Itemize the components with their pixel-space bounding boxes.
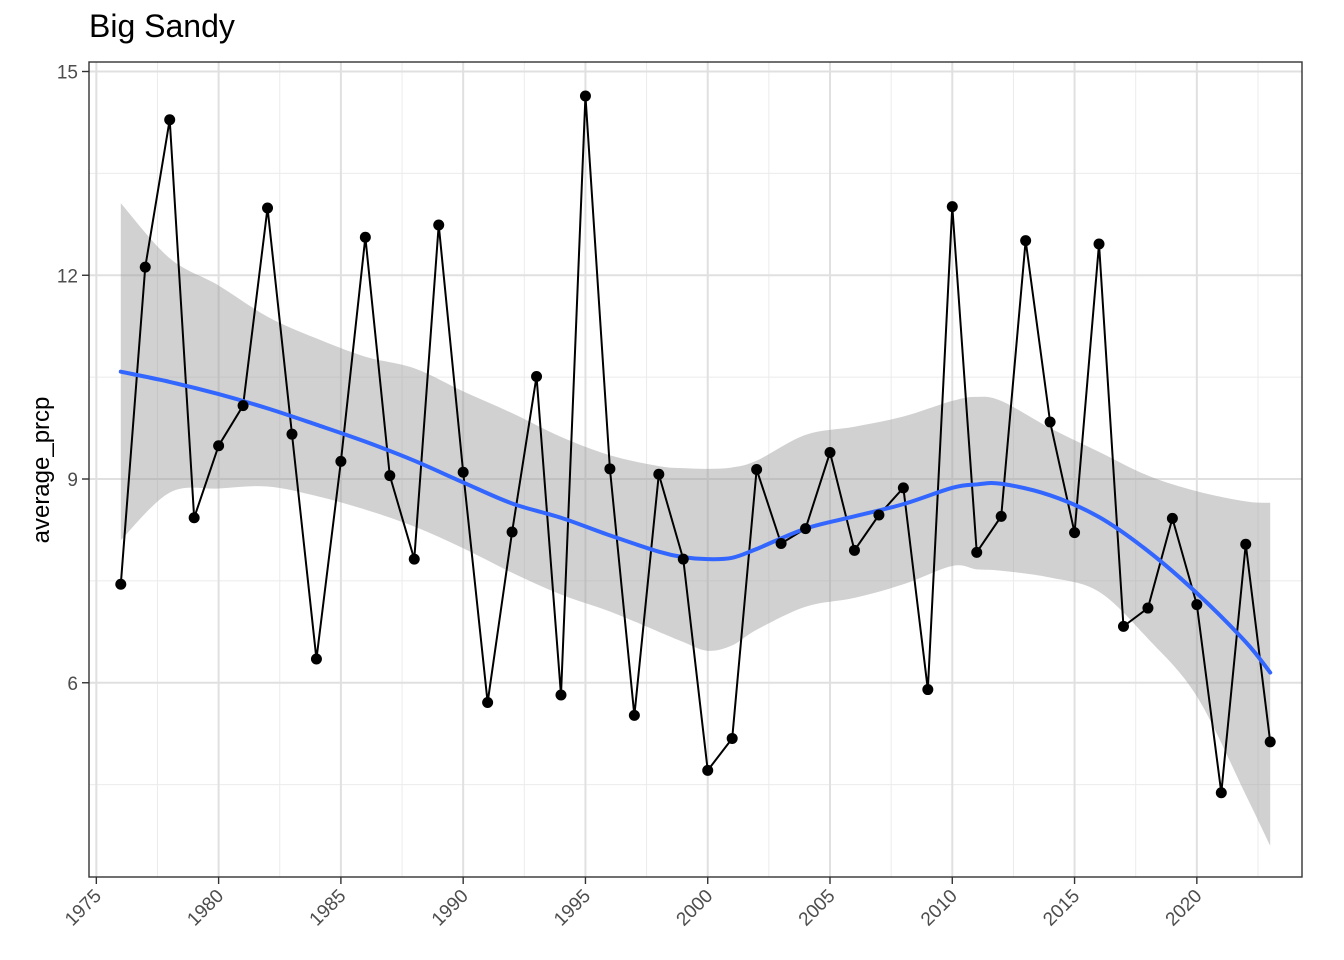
data-point — [335, 455, 347, 467]
data-point — [848, 544, 860, 556]
y-tick-label: 15 — [57, 63, 78, 84]
data-point — [482, 696, 494, 708]
data-point — [1264, 736, 1276, 748]
data-point — [971, 546, 983, 558]
data-point — [1166, 512, 1178, 524]
data-point — [922, 684, 934, 696]
confidence-band-group — [120, 203, 1271, 846]
data-point — [286, 428, 298, 440]
data-point — [433, 219, 445, 231]
y-tick-label: 9 — [67, 470, 78, 491]
x-tick-label: 2000 — [673, 886, 718, 931]
data-point — [359, 231, 371, 243]
x-tick-label: 1980 — [183, 886, 228, 931]
observed-points-group — [115, 90, 1276, 799]
confidence-band — [120, 203, 1271, 846]
data-point — [946, 201, 958, 213]
data-point — [604, 463, 616, 475]
chart-title: Big Sandy — [89, 8, 235, 44]
data-point — [262, 202, 274, 214]
data-point — [800, 523, 812, 535]
data-point — [897, 482, 909, 494]
smooth-trend-line — [118, 369, 1273, 675]
data-point — [995, 510, 1007, 522]
x-tick-label: 2005 — [795, 886, 840, 931]
data-point — [1142, 602, 1154, 614]
data-point — [873, 509, 885, 521]
data-point — [1240, 538, 1252, 550]
data-point — [775, 538, 787, 550]
data-point — [1044, 416, 1056, 428]
data-point — [824, 447, 836, 459]
data-point — [1069, 527, 1081, 539]
panel-background — [89, 62, 1302, 877]
data-point — [653, 468, 665, 480]
y-axis-title: average_prcp — [28, 397, 55, 544]
y-axis: 6 9 12 15 — [57, 63, 89, 695]
data-point — [188, 512, 200, 524]
data-point — [702, 764, 714, 776]
x-tick-label: 1985 — [306, 886, 351, 931]
x-tick-label: 2010 — [917, 886, 962, 931]
observed-line — [119, 95, 1272, 793]
data-point — [408, 553, 420, 565]
data-point — [384, 470, 396, 482]
data-point — [726, 732, 738, 744]
data-point — [115, 578, 127, 590]
x-tick-label: 2015 — [1039, 886, 1084, 931]
panel-border — [88, 61, 1303, 878]
observed-line-group — [119, 95, 1272, 793]
data-point — [531, 370, 543, 382]
data-point — [579, 90, 591, 102]
data-point — [1215, 787, 1227, 799]
data-point — [139, 261, 151, 273]
data-point — [237, 400, 249, 412]
data-point — [457, 466, 469, 478]
data-point — [164, 114, 176, 126]
data-point — [751, 464, 763, 475]
y-tick-label: 6 — [67, 674, 78, 695]
data-point — [310, 653, 322, 665]
data-point — [1020, 235, 1032, 247]
data-point — [1117, 620, 1129, 632]
x-axis: 1975 1980 1985 1990 1995 2000 2005 2010 2015 2020 — [61, 877, 1206, 930]
grid-major — [89, 62, 1302, 877]
x-tick-label: 2020 — [1162, 886, 1207, 931]
data-point — [677, 553, 689, 565]
data-point — [506, 526, 518, 538]
y-tick-label: 12 — [57, 266, 78, 287]
x-tick-label: 1990 — [428, 886, 473, 931]
data-point — [628, 709, 640, 721]
grid-minor — [89, 62, 1302, 877]
data-point — [213, 440, 225, 452]
smooth-line-group — [118, 369, 1273, 675]
data-point — [1093, 238, 1105, 250]
x-tick-label: 1975 — [61, 886, 106, 931]
x-tick-label: 1995 — [550, 886, 595, 931]
data-point — [1191, 599, 1203, 611]
data-point — [555, 689, 567, 701]
